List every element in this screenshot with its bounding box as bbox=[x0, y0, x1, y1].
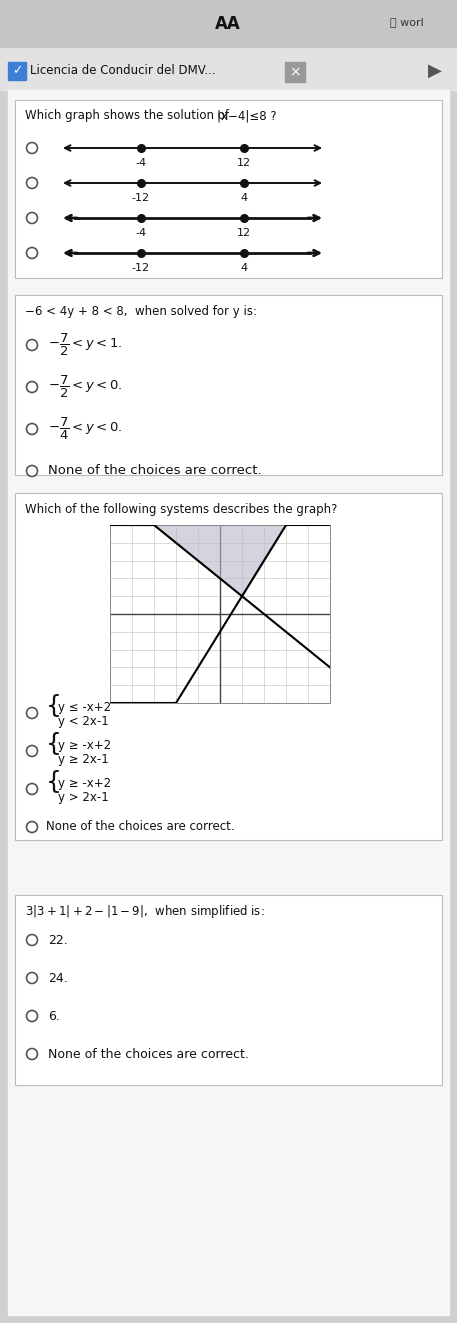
Bar bbox=[15, 894, 442, 1085]
Text: y ≥ -x+2: y ≥ -x+2 bbox=[58, 740, 111, 753]
Text: 4: 4 bbox=[241, 263, 248, 273]
Bar bbox=[15, 295, 442, 475]
Text: -4: -4 bbox=[135, 228, 146, 238]
Text: y ≤ -x+2: y ≤ -x+2 bbox=[58, 701, 111, 714]
Text: $3|3+1|+2-|1-9|$,  when simplified is:: $3|3+1|+2-|1-9|$, when simplified is: bbox=[25, 902, 265, 919]
Text: 4: 4 bbox=[241, 193, 248, 202]
Circle shape bbox=[27, 466, 37, 476]
Text: -12: -12 bbox=[132, 193, 150, 202]
Text: y < 2x-1: y < 2x-1 bbox=[58, 716, 109, 729]
Text: -12: -12 bbox=[132, 263, 150, 273]
Text: 6.: 6. bbox=[48, 1009, 60, 1023]
Text: $-\dfrac{7}{4} < y < 0.$: $-\dfrac{7}{4} < y < 0.$ bbox=[48, 415, 123, 442]
Text: −6 < 4y + 8 < 8,  when solved for y is:: −6 < 4y + 8 < 8, when solved for y is: bbox=[25, 304, 257, 318]
Text: 22.: 22. bbox=[48, 934, 68, 946]
Text: AA: AA bbox=[215, 15, 241, 33]
Text: |x−4|≤8 ?: |x−4|≤8 ? bbox=[217, 110, 276, 123]
Text: y ≥ -x+2: y ≥ -x+2 bbox=[58, 778, 111, 791]
Circle shape bbox=[27, 423, 37, 434]
Text: {: { bbox=[46, 732, 62, 755]
Circle shape bbox=[27, 1011, 37, 1021]
Text: None of the choices are correct.: None of the choices are correct. bbox=[48, 1048, 249, 1061]
Text: $-\dfrac{7}{2} < y < 0.$: $-\dfrac{7}{2} < y < 0.$ bbox=[48, 374, 123, 400]
Bar bbox=[0, 0, 457, 48]
Text: 12: 12 bbox=[237, 157, 251, 168]
Text: -4: -4 bbox=[135, 157, 146, 168]
Circle shape bbox=[27, 783, 37, 795]
Circle shape bbox=[27, 247, 37, 258]
Text: {: { bbox=[46, 770, 62, 794]
Text: {: { bbox=[46, 695, 62, 718]
Bar bbox=[15, 493, 442, 840]
Circle shape bbox=[27, 143, 37, 153]
Text: y ≥ 2x-1: y ≥ 2x-1 bbox=[58, 754, 109, 766]
Text: 24.: 24. bbox=[48, 971, 68, 984]
Bar bbox=[0, 48, 457, 90]
Text: $-\dfrac{7}{2} < y < 1.$: $-\dfrac{7}{2} < y < 1.$ bbox=[48, 332, 123, 359]
Circle shape bbox=[27, 972, 37, 983]
Circle shape bbox=[27, 1049, 37, 1060]
Circle shape bbox=[27, 381, 37, 393]
Bar bbox=[15, 101, 442, 278]
Circle shape bbox=[27, 213, 37, 224]
Text: None of the choices are correct.: None of the choices are correct. bbox=[48, 464, 261, 478]
Circle shape bbox=[27, 822, 37, 832]
Text: ×: × bbox=[289, 65, 301, 79]
Text: 12: 12 bbox=[237, 228, 251, 238]
Text: y > 2x-1: y > 2x-1 bbox=[58, 791, 109, 804]
Bar bbox=[285, 62, 305, 82]
Text: None of the choices are correct.: None of the choices are correct. bbox=[46, 820, 234, 833]
Circle shape bbox=[27, 177, 37, 188]
Text: ✓: ✓ bbox=[12, 65, 22, 78]
Text: ▶: ▶ bbox=[428, 62, 442, 79]
Text: Licencia de Conducir del DMV...: Licencia de Conducir del DMV... bbox=[30, 65, 216, 78]
Text: Which graph shows the solution of: Which graph shows the solution of bbox=[25, 110, 233, 123]
Circle shape bbox=[27, 340, 37, 351]
Bar bbox=[8, 62, 26, 79]
Circle shape bbox=[27, 708, 37, 718]
Text: Which of the following systems describes the graph?: Which of the following systems describes… bbox=[25, 503, 337, 516]
Circle shape bbox=[27, 934, 37, 946]
Circle shape bbox=[27, 745, 37, 757]
Text: 🔒 worl: 🔒 worl bbox=[390, 17, 424, 26]
